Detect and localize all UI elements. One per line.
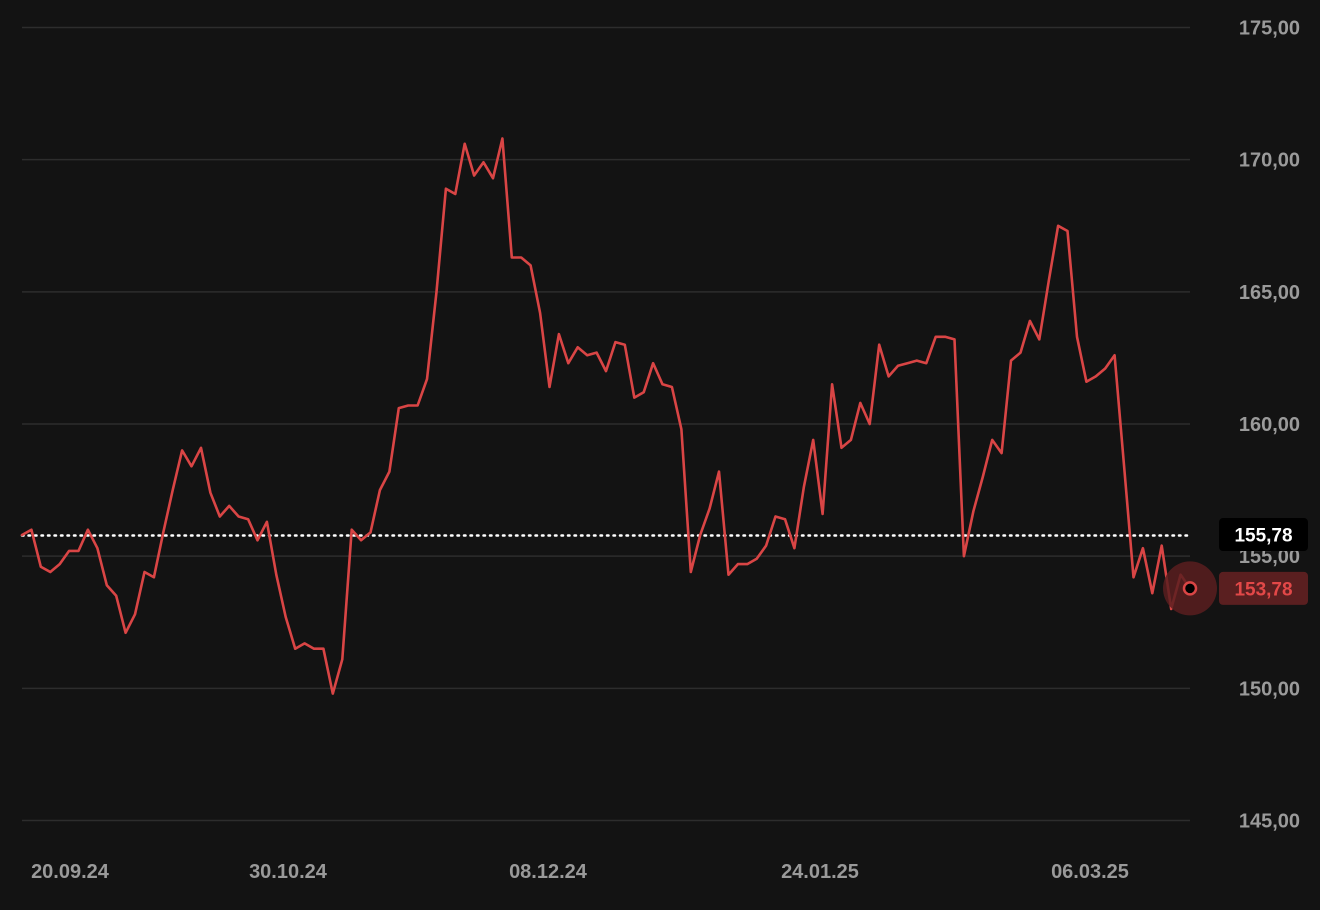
y-tick-label: 150,00 <box>1239 678 1300 700</box>
reference-value-label: 155,78 <box>1234 526 1292 547</box>
y-tick-label: 175,00 <box>1239 18 1300 40</box>
x-tick-label: 30.10.24 <box>249 861 328 883</box>
y-tick-label: 170,00 <box>1239 150 1300 172</box>
x-tick-label: 24.01.25 <box>781 861 859 883</box>
y-tick-label: 145,00 <box>1239 811 1300 833</box>
last-value-label: 153,78 <box>1234 579 1292 600</box>
y-axis-labels: 175,00 170,00 165,00 160,00 155,00 150,00 145,… <box>1239 18 1300 833</box>
y-tick-label: 160,00 <box>1239 414 1300 436</box>
last-value-badge-bg <box>1219 571 1308 605</box>
x-tick-label: 20.09.24 <box>31 861 110 883</box>
x-axis-labels: 20.09.24 30.10.24 08.12.24 24.01.25 06.03.25 <box>31 861 1129 883</box>
reference-value-badge-bg <box>1219 518 1308 552</box>
grid-lines <box>22 26 1190 822</box>
y-tick-label: 165,00 <box>1239 282 1300 304</box>
price-line <box>20 137 1192 695</box>
last-point-dot <box>1182 581 1198 596</box>
last-value-badge: 153,78 <box>1219 571 1308 605</box>
reference-value-badge: 155,78 <box>1219 518 1308 552</box>
last-point-marker[interactable] <box>1163 561 1217 616</box>
x-tick-label: 06.03.25 <box>1051 861 1129 883</box>
y-tick-label: 155,00 <box>1239 546 1300 568</box>
x-tick-label: 08.12.24 <box>509 861 588 883</box>
